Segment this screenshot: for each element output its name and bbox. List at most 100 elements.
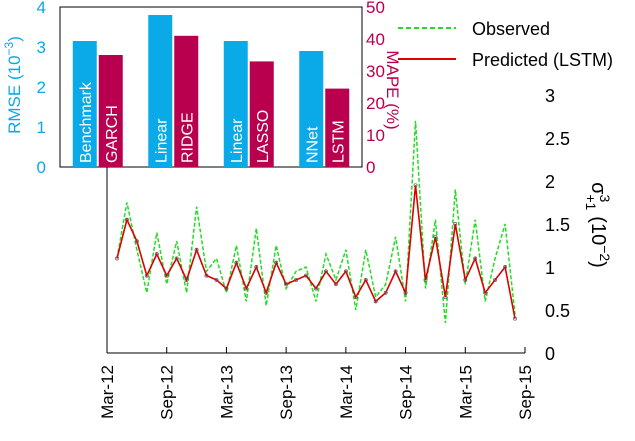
predicted-point [254,265,259,269]
main-y-axis-label: σ3+1 (10−2) [583,182,613,268]
y-tick-label: 2.5 [545,129,570,149]
inset-right-ticks: 0 10 20 30 40 50 [366,0,385,177]
y-label-unit-close: ) [587,261,609,268]
legend: Observed Predicted (LSTM) [398,19,613,70]
x-tick-label: Sep-13 [277,365,296,420]
inset-left-tick-label: 2 [37,78,46,97]
rmse-bar [223,41,248,167]
inset-bar-chart: Benchmark GARCH Linear RIDGE Linear LASSO NNet… [2,0,402,177]
predicted-point [453,222,458,226]
predicted-point [403,290,408,295]
bar-label-left: Linear [153,118,170,163]
predicted-point [124,217,129,222]
inset-bars: Benchmark GARCH Linear RIDGE Linear LASSO NNet… [72,15,350,167]
predicted-point [503,265,508,269]
predicted-point [483,290,488,295]
legend-predicted-label: Predicted (LSTM) [472,50,613,70]
x-tick-label: Mar-13 [217,365,236,419]
bar-label-left: NNet [304,126,321,163]
y-tick-label: 2 [545,172,555,192]
x-tick-label: Sep-14 [397,365,416,420]
y-tick-label: 0 [545,344,555,364]
predicted-point [204,273,209,278]
predicted-point [214,277,219,282]
predicted-point [513,316,517,321]
predicted-point [264,290,269,295]
inset-right-tick-label: 0 [366,158,375,177]
bar-label-right: LSTM [330,120,347,163]
predicted-point [413,183,418,188]
main-chart: Mar-12 Sep-12 Mar-13 Sep-13 Mar-14 Sep-14 Mar-… [98,19,613,420]
predicted-point [423,277,428,282]
rmse-bar [148,15,173,167]
x-tick-label: Mar-15 [456,365,475,419]
bar-label-right: GARCH [104,105,121,163]
predicted-point [463,277,468,282]
inset-right-tick-label: 20 [366,94,385,113]
y-label-sigma: σ [587,182,609,195]
y-tick-label: 3 [545,86,555,106]
predicted-point [234,260,239,265]
predicted-point [244,286,249,291]
predicted-point [353,295,358,300]
predicted-point [154,252,159,257]
predicted-point [383,290,388,295]
predicted-point [284,282,289,287]
y-label-unit: (10 [587,216,609,245]
predicted-point [144,273,149,278]
inset-left-axis-label: RMSE (10−3) [2,36,24,134]
mape-bar [249,61,274,167]
predicted-point [174,256,179,261]
inset-right-tick-label: 40 [366,30,385,49]
predicted-point [304,273,308,278]
predicted-point [274,260,279,265]
predicted-point [134,239,139,244]
predicted-point [164,273,169,278]
bar-label-left: Benchmark [78,81,95,163]
predicted-point [393,269,398,274]
legend-observed-label: Observed [472,19,550,39]
y-label-sup: 3 [597,195,613,203]
y-tick-label: 1 [545,258,555,278]
predicted-point [473,256,478,261]
predicted-point [333,282,338,287]
x-tick-label: Sep-12 [158,365,177,420]
y-tick-label: 1.5 [545,215,570,235]
inset-left-tick-label: 4 [37,0,46,17]
x-tick-label: Sep-15 [516,365,535,420]
predicted-point [433,234,438,239]
inset-left-ticks: 0 1 2 3 4 [37,0,46,177]
main-series-group [115,120,517,323]
rmse-bar [299,51,324,167]
y-tick-label: 0.5 [545,301,570,321]
predicted-point [493,277,498,282]
inset-right-tick-label: 30 [366,62,385,81]
predicted-point [343,269,348,274]
inset-left-tick-label: 1 [37,118,46,137]
y-label-sub: +1 [583,194,599,210]
inset-left-tick-label: 0 [37,158,46,177]
predicted-point [294,277,299,282]
predicted-series-line [116,185,516,319]
predicted-point [373,299,378,304]
inset-right-axis-label: MAPE (%) [383,50,402,129]
inset-right-tick-label: 10 [366,126,385,145]
x-tick-label: Mar-12 [98,365,117,419]
main-y-ticks: 0 0.5 1 1.5 2 2.5 3 [545,86,570,364]
x-tick-label: Mar-14 [337,365,356,419]
y-label-unit-exp: −2 [597,245,613,261]
mape-bar [98,55,123,167]
observed-series-line [116,120,516,323]
predicted-point [115,256,119,261]
bar-label-right: RIDGE [179,112,196,163]
mape-bar [174,35,199,167]
inset-right-tick-label: 50 [366,0,385,17]
inset-left-tick-label: 3 [37,38,46,57]
predicted-point [184,277,189,282]
mape-bar [325,88,350,167]
main-x-ticks: Mar-12 Sep-12 Mar-13 Sep-13 Mar-14 Sep-14 Mar-… [98,347,535,420]
rmse-bar [72,41,97,167]
predicted-point [224,286,229,291]
predicted-point [194,247,199,252]
